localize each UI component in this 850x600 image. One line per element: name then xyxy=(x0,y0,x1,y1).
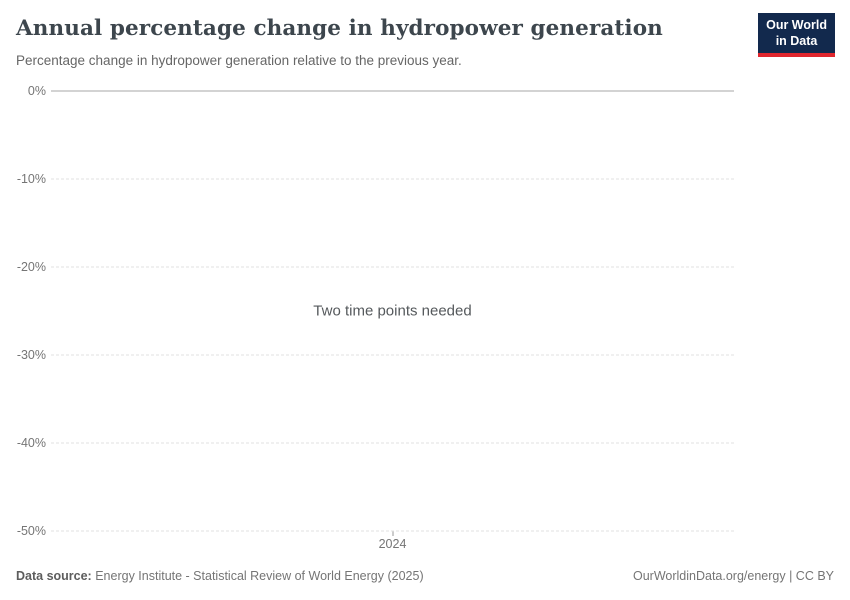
owid-logo-line2: in Data xyxy=(775,34,818,49)
empty-state-message: Two time points needed xyxy=(313,302,472,320)
y-axis: 0% -10% -20% -30% -40% -50% xyxy=(0,84,46,538)
y-axis-tick-label: -20% xyxy=(16,260,46,274)
owid-logo[interactable]: Our World in Data xyxy=(758,13,835,57)
chart-title: Annual percentage change in hydropower g… xyxy=(16,16,663,41)
gridline xyxy=(51,266,734,268)
gridline xyxy=(51,530,734,532)
y-axis-tick-label: -50% xyxy=(16,524,46,538)
x-axis-tick-label: 2024 xyxy=(378,537,407,551)
attribution-link[interactable]: OurWorldinData.org/energy | CC BY xyxy=(632,569,834,583)
gridline xyxy=(51,178,734,180)
gridline xyxy=(51,354,734,356)
data-source-label: Data source: xyxy=(16,569,92,583)
chart-footer: Data source: Energy Institute - Statisti… xyxy=(16,569,834,583)
y-axis-tick-label: -40% xyxy=(16,436,46,450)
gridline-zero xyxy=(51,90,734,92)
owid-logo-line1: Our World xyxy=(766,18,827,32)
x-axis-tick-mark xyxy=(392,531,393,536)
plot-area: Two time points needed 2024 xyxy=(51,90,734,551)
y-axis-tick-label: -10% xyxy=(16,172,46,186)
gridline xyxy=(51,442,734,444)
data-source-text: Energy Institute - Statistical Review of… xyxy=(95,569,424,583)
y-axis-tick-label: -30% xyxy=(16,348,46,362)
chart-subtitle: Percentage change in hydropower generati… xyxy=(16,53,462,68)
data-source: Data source: Energy Institute - Statisti… xyxy=(16,569,424,583)
y-axis-tick-label: 0% xyxy=(27,84,46,98)
